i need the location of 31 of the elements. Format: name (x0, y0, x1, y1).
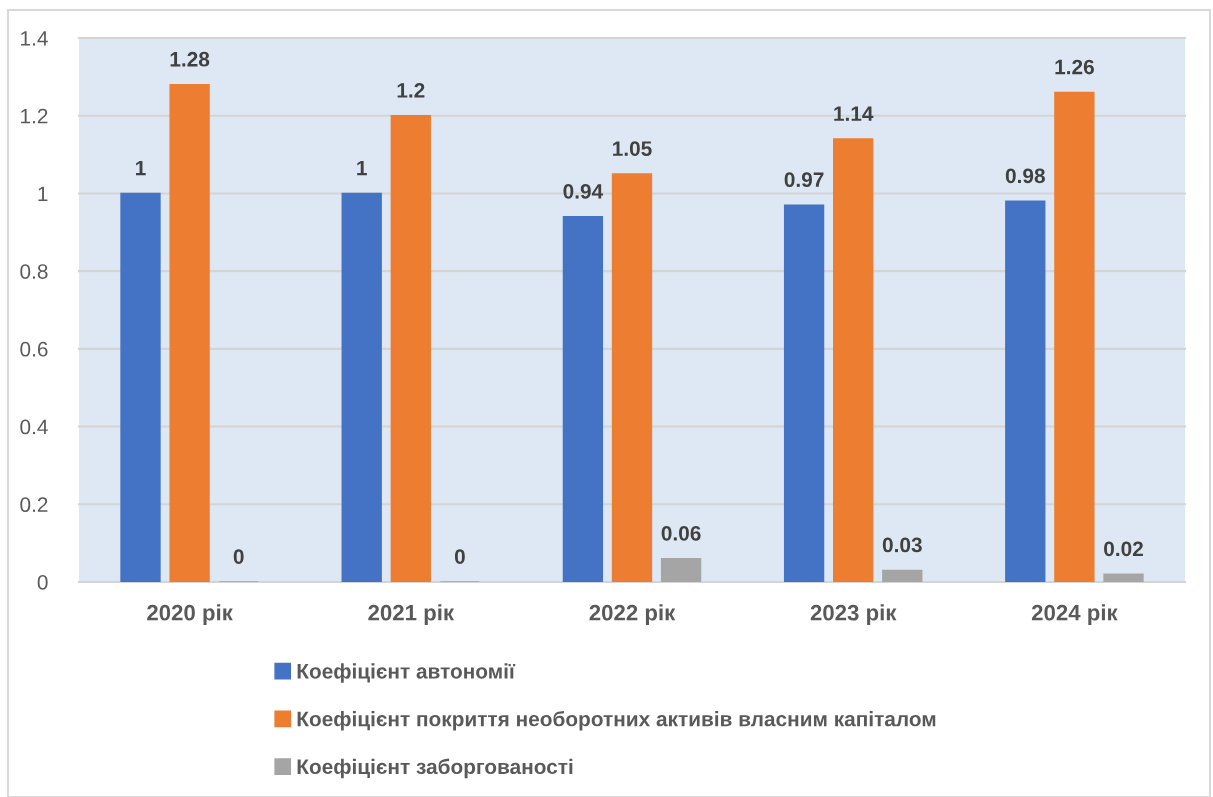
y-tick-label: 0.6 (20, 341, 48, 357)
data-label: 1.26 (1055, 59, 1094, 75)
data-label: 1.14 (834, 106, 874, 121)
data-label: 0.97 (784, 172, 824, 188)
data-label: 0.94 (563, 183, 604, 199)
x-tick-label: 2024 рік (1031, 604, 1118, 625)
x-tick-label: 2022 рік (589, 604, 676, 625)
legend-label: Коефіцієнт автономії (297, 663, 516, 683)
data-label: 0 (454, 549, 465, 564)
data-label: 1 (136, 160, 146, 176)
y-tick-label: 0 (37, 575, 48, 590)
y-tick-label: 1 (38, 186, 48, 201)
y-tick-label: 1.2 (21, 108, 48, 124)
data-label: 1.2 (397, 82, 425, 98)
x-tick-label: 2023 рік (810, 604, 897, 625)
data-label: 1.28 (170, 51, 210, 67)
data-label: 1.05 (613, 141, 652, 156)
y-tick-label: 1.4 (21, 31, 48, 46)
y-tick-label: 0.4 (20, 419, 48, 435)
data-label: 1 (357, 160, 367, 176)
data-label: 0.98 (1005, 168, 1045, 184)
data-label: 0.06 (661, 525, 701, 541)
data-label: 0.02 (1104, 541, 1143, 557)
x-tick-label: 2020 рік (147, 604, 233, 625)
y-tick-label: 0.8 (20, 264, 48, 279)
data-label: 0 (233, 549, 244, 564)
legend-label: Коефіцієнт заборгованості (297, 758, 573, 779)
data-label: 0.03 (882, 537, 922, 553)
x-tick-label: 2021 рік (368, 604, 455, 625)
y-tick-label: 0.2 (20, 497, 48, 513)
legend-label: Коефіцієнт покриття необоротних активів власним капіталом (297, 710, 936, 731)
